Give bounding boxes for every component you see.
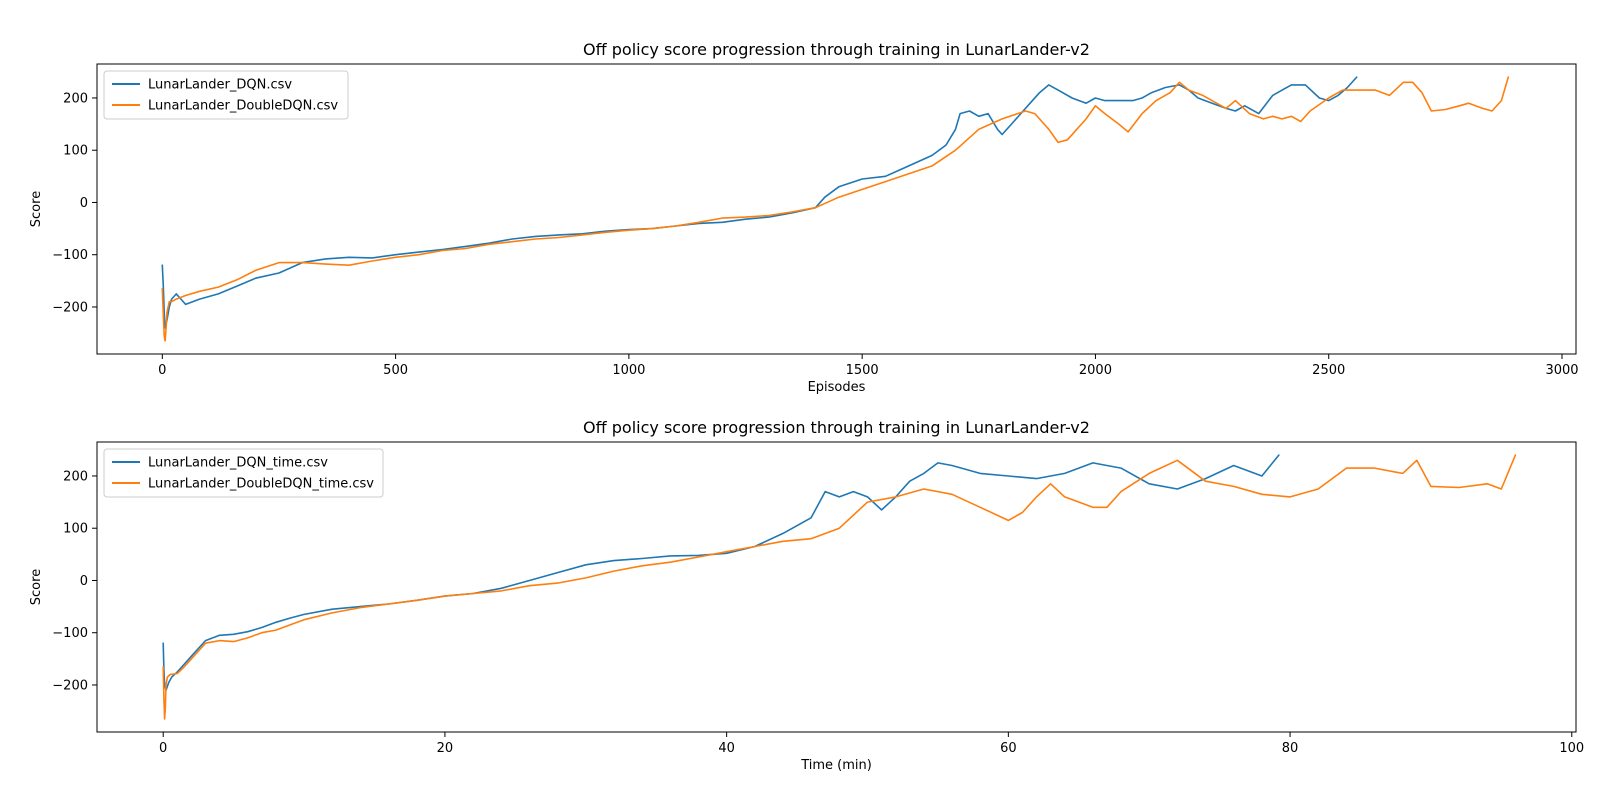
x-tick-label: 1500	[846, 363, 879, 378]
x-axis-label: Time (min)	[800, 758, 872, 773]
y-tick-label: −100	[52, 626, 88, 641]
x-tick-label: 3000	[1545, 363, 1578, 378]
legend-label-2: LunarLander_DoubleDQN_time.csv	[148, 477, 374, 492]
x-axis-label: Episodes	[808, 380, 866, 395]
legend-box	[103, 70, 349, 120]
series-line-1	[161, 76, 1358, 329]
y-tick-label: 100	[63, 144, 88, 159]
y-tick-label: −200	[52, 300, 88, 315]
y-tick-label: 0	[80, 574, 88, 589]
legend-label-1: LunarLander_DQN.csv	[148, 78, 292, 93]
y-tick-label: 100	[63, 522, 88, 537]
x-tick-label: 100	[1559, 741, 1584, 756]
series-line-2	[162, 454, 1517, 720]
x-tick-label: 2500	[1312, 363, 1345, 378]
x-tick-label: 60	[1000, 741, 1017, 756]
y-tick-label: 200	[63, 469, 88, 484]
x-tick-label: 500	[383, 363, 408, 378]
y-tick-label: −100	[52, 248, 88, 263]
y-axis-label: Score	[29, 569, 44, 605]
x-tick-label: 0	[158, 363, 166, 378]
x-tick-label: 40	[718, 741, 735, 756]
y-tick-label: −200	[52, 678, 88, 693]
plot-frame	[96, 441, 1577, 733]
x-tick-label: 2000	[1079, 363, 1112, 378]
y-axis-label: Score	[29, 191, 44, 227]
chart-title: Off policy score progression through tra…	[583, 418, 1090, 437]
x-tick-label: 1000	[612, 363, 645, 378]
legend-box	[103, 448, 384, 498]
x-tick-label: 0	[159, 741, 167, 756]
legend-label-1: LunarLander_DQN_time.csv	[148, 456, 328, 471]
x-tick-label: 20	[437, 741, 454, 756]
series-line-1	[162, 454, 1280, 692]
x-tick-label: 80	[1282, 741, 1299, 756]
y-tick-label: 200	[63, 91, 88, 106]
chart-title: Off policy score progression through tra…	[583, 40, 1090, 59]
chart-panel-1: 0 500 1000 1500 2000 2500 3000 −200 −100 0 100 200 O…	[29, 40, 1579, 395]
legend: LunarLander_DQN.csv LunarLander_DoubleDQN…	[103, 70, 349, 120]
series-line-2	[161, 76, 1510, 342]
legend: LunarLander_DQN_time.csv LunarLander_Doub…	[103, 448, 384, 498]
plot-frame	[96, 63, 1577, 355]
chart-panel-2: 0 20 40 60 80 100 −200 −100 0 100 200 Off policy sc…	[29, 418, 1584, 773]
legend-label-2: LunarLander_DoubleDQN.csv	[148, 99, 338, 114]
y-tick-label: 0	[80, 196, 88, 211]
